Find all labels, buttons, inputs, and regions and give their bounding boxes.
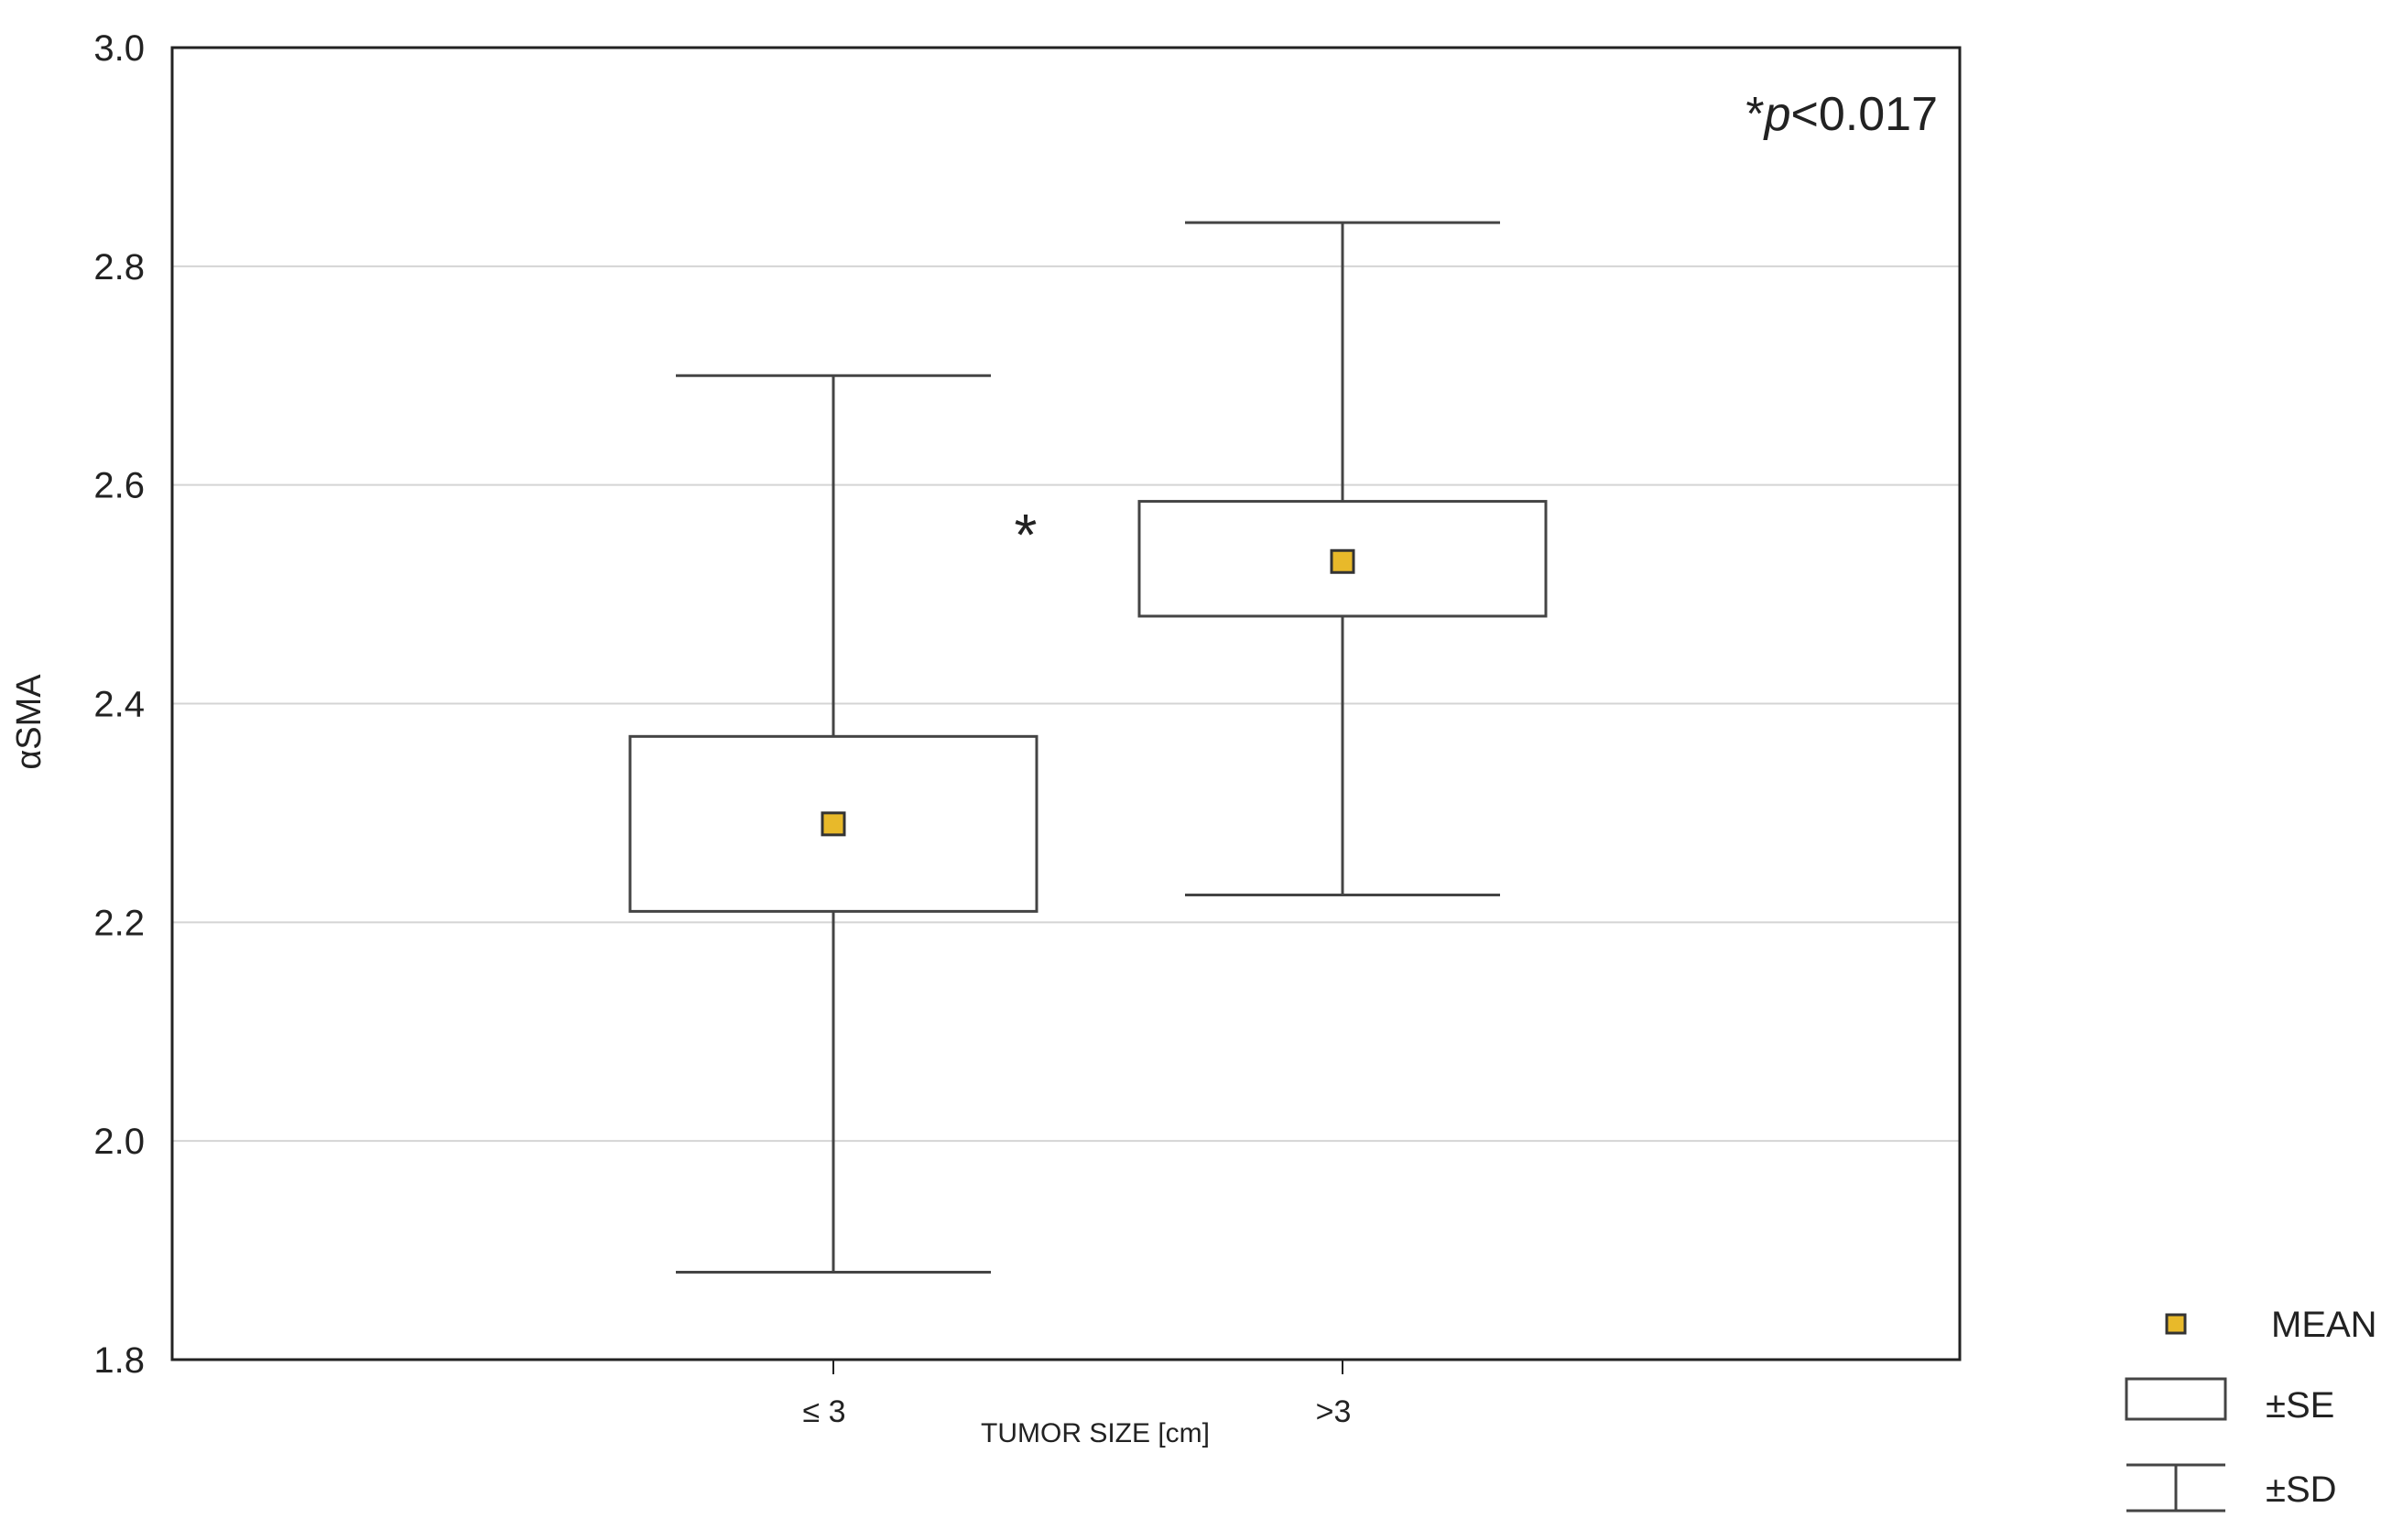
x-axis-ticks: ≤ 3 >3 (802, 1360, 1351, 1429)
box-series (628, 221, 1548, 1274)
y-tick-label: 2.6 (93, 466, 145, 506)
y-axis-label: αSMA (10, 674, 49, 770)
box-group (628, 374, 1038, 1274)
legend-mean-icon (2165, 1313, 2187, 1335)
y-tick-label: 2.2 (93, 903, 145, 943)
x-tick-label: >3 (1316, 1394, 1352, 1429)
y-tick-label: 1.8 (93, 1340, 145, 1381)
legend-sd-label: ±SD (2266, 1470, 2337, 1510)
y-tick-label: 2.4 (93, 685, 145, 725)
x-tick-label: ≤ 3 (802, 1394, 845, 1429)
p-value-annotation: *p<0.017 (1745, 88, 1938, 141)
y-tick-label: 2.0 (93, 1122, 145, 1162)
annotation-rest: <0.017 (1791, 88, 1939, 141)
legend-sd-whisker-icon (2126, 1463, 2225, 1513)
annotation-p: p (1763, 88, 1791, 141)
significance-asterisk: * (1015, 502, 1038, 568)
legend: MEAN ±SE ±SD (2125, 1305, 2377, 1513)
mean-marker (821, 811, 846, 837)
legend-se-label: ±SE (2266, 1385, 2334, 1426)
y-tick-label: 2.8 (93, 247, 145, 287)
y-tick-label: 3.0 (93, 28, 145, 69)
box-group (1137, 221, 1548, 896)
annotation-prefix: * (1745, 88, 1764, 141)
legend-mean-label: MEAN (2271, 1305, 2377, 1345)
plot-frame (170, 46, 1962, 1361)
mean-marker (1330, 548, 1355, 574)
y-axis-ticks: 1.8 2.0 2.2 2.4 2.6 2.8 3.0 (93, 28, 145, 1381)
gridlines (172, 265, 1960, 1143)
x-axis-label: TUMOR SIZE [cm] (981, 1418, 1210, 1448)
legend-se-box-icon (2125, 1377, 2227, 1421)
